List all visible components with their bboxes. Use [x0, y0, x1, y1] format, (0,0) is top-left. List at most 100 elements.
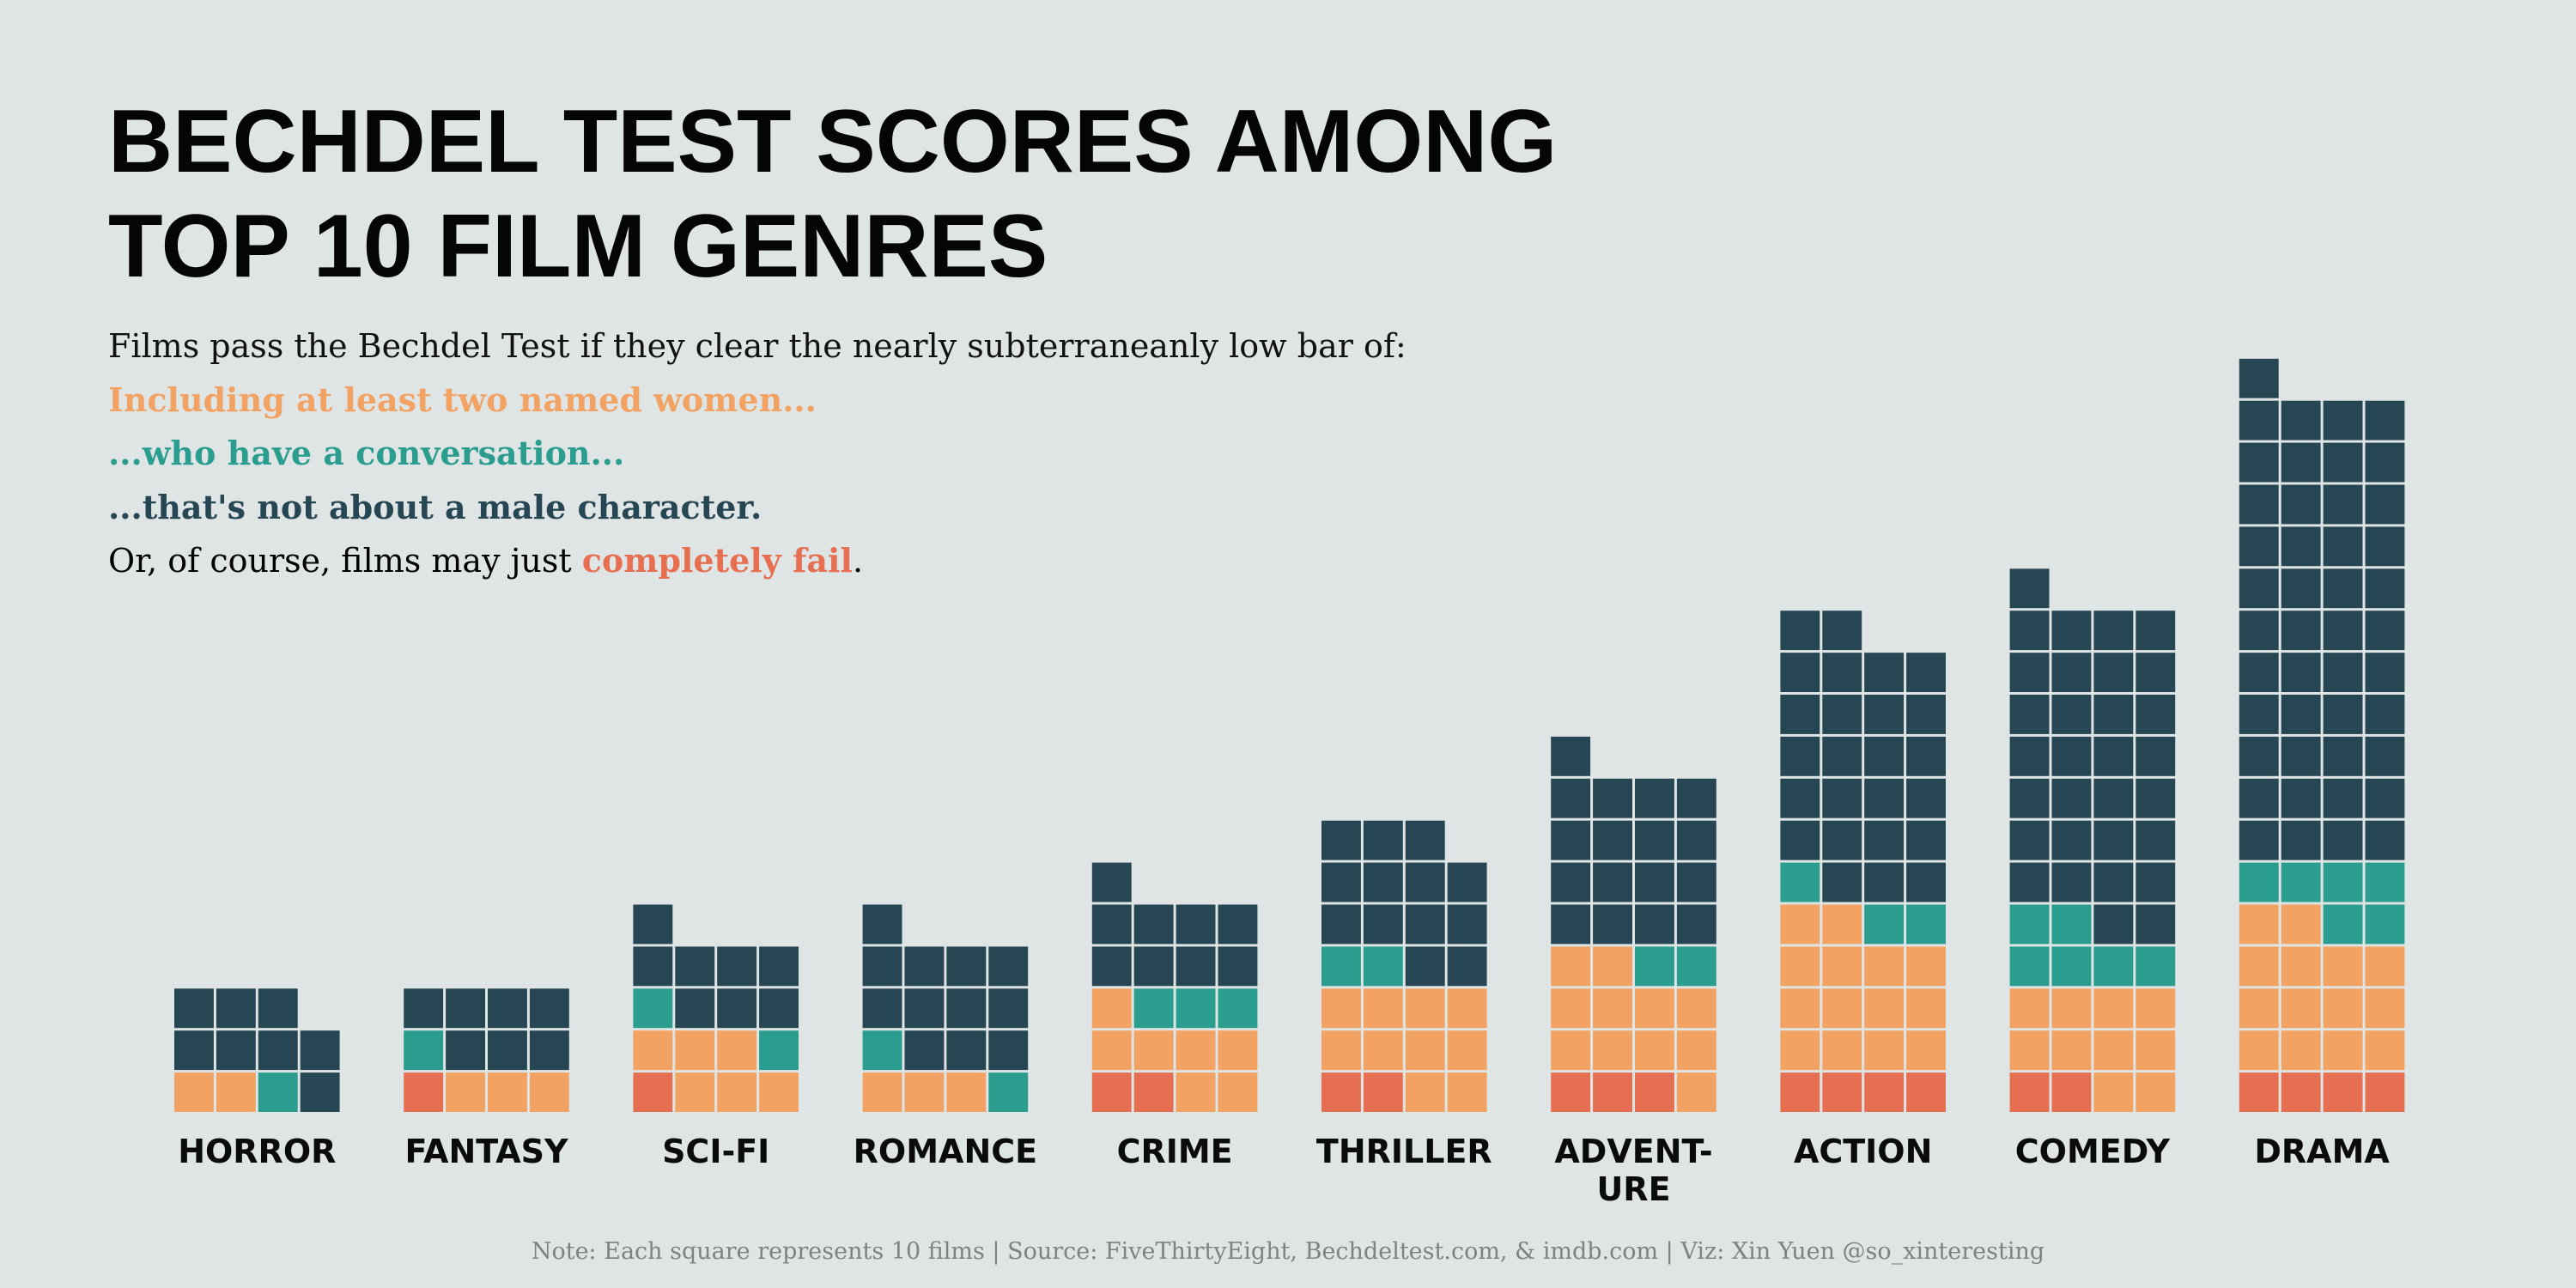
waffle-square-not-about-man — [2365, 400, 2405, 440]
legend-two-women: Including at least two named women... — [108, 380, 817, 419]
waffle-square-not-about-man — [862, 988, 902, 1029]
waffle-square-two-women — [1906, 988, 1946, 1029]
genre-label: THRILLER — [1316, 1133, 1492, 1170]
waffle-square-not-about-man — [1780, 820, 1820, 860]
waffle-square-not-about-man — [2093, 904, 2134, 945]
waffle-square-not-about-man — [2281, 611, 2321, 651]
legend-fail-line: Or, of course, films may just completely… — [108, 534, 1406, 588]
waffle-square-not-about-man — [2239, 736, 2279, 776]
waffle-square-fail — [2365, 1072, 2405, 1112]
genre-column-crime — [1091, 862, 1258, 1112]
waffle-square-not-about-man — [2323, 778, 2363, 818]
waffle-square-not-about-man — [2009, 653, 2050, 692]
waffle-square-two-women — [1864, 946, 1905, 987]
waffle-square-not-about-man — [988, 946, 1029, 987]
waffle-square-not-about-man — [1593, 778, 1632, 818]
waffle-square-not-about-man — [2365, 526, 2405, 567]
waffle-square-two-women — [1864, 988, 1905, 1029]
waffle-square-not-about-man — [2051, 611, 2092, 651]
waffle-square-not-about-man — [174, 1030, 214, 1071]
waffle-square-not-about-man — [2009, 695, 2050, 734]
waffle-square-not-about-man — [216, 988, 256, 1029]
waffle-square-two-women — [1822, 988, 1862, 1029]
waffle-square-not-about-man — [488, 1030, 527, 1071]
waffle-square-fail — [1321, 1072, 1361, 1112]
waffle-square-not-about-man — [2136, 904, 2176, 945]
waffle-square-two-women — [529, 1072, 569, 1112]
waffle-square-two-women — [1822, 946, 1862, 987]
waffle-square-not-about-man — [2009, 820, 2050, 860]
waffle-square-two-women — [1780, 1030, 1820, 1071]
waffle-square-fail — [2051, 1072, 2092, 1112]
waffle-square-conversation — [258, 1072, 298, 1112]
waffle-square-conversation — [2365, 862, 2405, 902]
waffle-square-not-about-man — [904, 1030, 945, 1071]
waffle-square-not-about-man — [2323, 568, 2363, 609]
waffle-square-not-about-man — [1321, 820, 1361, 860]
waffle-square-not-about-man — [300, 1030, 340, 1071]
waffle-square-not-about-man — [2093, 820, 2134, 860]
genre-column-fantasy — [404, 988, 569, 1112]
waffle-square-not-about-man — [1218, 946, 1258, 987]
waffle-square-not-about-man — [1551, 736, 1591, 776]
waffle-square-not-about-man — [2239, 653, 2279, 692]
waffle-square-not-about-man — [862, 946, 902, 987]
waffle-square-not-about-man — [2323, 484, 2363, 525]
waffle-square-not-about-man — [1635, 778, 1674, 818]
waffle-square-two-women — [216, 1072, 256, 1112]
waffle-square-two-women — [1593, 946, 1632, 987]
waffle-square-two-women — [717, 1030, 757, 1071]
waffle-square-conversation — [1133, 988, 1174, 1029]
waffle-square-not-about-man — [2239, 400, 2279, 440]
waffle-square-not-about-man — [2239, 442, 2279, 483]
waffle-square-not-about-man — [1593, 862, 1632, 902]
waffle-square-not-about-man — [1176, 904, 1216, 945]
waffle-square-not-about-man — [2365, 820, 2405, 860]
waffle-square-two-women — [1635, 988, 1674, 1029]
waffle-square-not-about-man — [2239, 695, 2279, 734]
waffle-square-not-about-man — [1906, 695, 1946, 734]
waffle-square-conversation — [2239, 862, 2279, 902]
waffle-square-conversation — [1176, 988, 1216, 1029]
fail-suffix: . — [852, 542, 864, 580]
waffle-square-two-women — [2365, 946, 2405, 987]
waffle-square-not-about-man — [1218, 904, 1258, 945]
waffle-square-not-about-man — [1822, 736, 1862, 776]
waffle-square-not-about-man — [759, 988, 799, 1029]
waffle-square-not-about-man — [1593, 820, 1632, 860]
waffle-square-two-women — [1447, 1072, 1487, 1112]
waffle-square-not-about-man — [216, 1030, 256, 1071]
waffle-square-two-women — [2136, 1072, 2176, 1112]
waffle-square-not-about-man — [1635, 862, 1674, 902]
waffle-square-not-about-man — [404, 988, 444, 1029]
waffle-square-two-women — [1780, 988, 1820, 1029]
waffle-square-two-women — [1321, 988, 1361, 1029]
legend-fail: completely fail — [581, 541, 853, 580]
waffle-square-not-about-man — [258, 1030, 298, 1071]
waffle-square-not-about-man — [2239, 778, 2279, 818]
waffle-square-two-women — [1676, 1030, 1716, 1071]
waffle-square-two-women — [1176, 1072, 1216, 1112]
waffle-square-two-women — [2239, 988, 2279, 1029]
waffle-square-conversation — [1780, 862, 1820, 902]
waffle-square-not-about-man — [1906, 820, 1946, 860]
waffle-square-not-about-man — [2009, 736, 2050, 776]
waffle-square-not-about-man — [2323, 695, 2363, 734]
waffle-square-two-women — [717, 1072, 757, 1112]
waffle-square-not-about-man — [1822, 695, 1862, 734]
waffle-square-fail — [2281, 1072, 2321, 1112]
waffle-square-two-women — [2009, 1030, 2050, 1071]
waffle-square-not-about-man — [1551, 820, 1591, 860]
waffle-square-not-about-man — [1551, 904, 1591, 945]
waffle-square-not-about-man — [2009, 778, 2050, 818]
waffle-square-not-about-man — [1906, 653, 1946, 692]
genre-column-comedy — [2009, 568, 2176, 1112]
waffle-square-two-women — [1405, 1072, 1445, 1112]
genre-label: SCI-FI — [662, 1133, 769, 1170]
waffle-square-not-about-man — [1321, 862, 1361, 902]
waffle-square-not-about-man — [1780, 778, 1820, 818]
waffle-square-not-about-man — [2093, 862, 2134, 902]
genre-label: CRIME — [1117, 1133, 1233, 1170]
waffle-square-not-about-man — [988, 1030, 1029, 1071]
waffle-square-not-about-man — [2093, 695, 2134, 734]
